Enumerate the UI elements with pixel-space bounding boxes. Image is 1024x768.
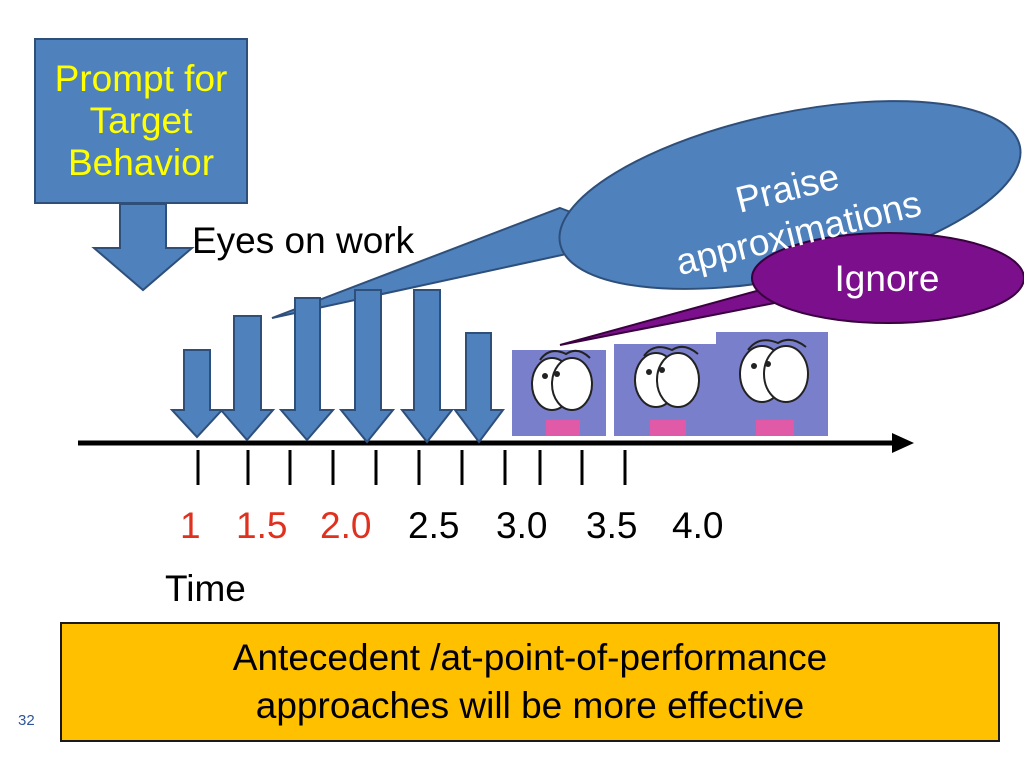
conclusion-box: Antecedent /at-point-of-performance appr… <box>60 622 1000 742</box>
eyes-arrow-1 <box>169 349 225 439</box>
tick-label-3-5: 3.5 <box>586 505 638 546</box>
tick-label-2-5: 2.5 <box>408 505 460 546</box>
tick-label-3-0: 3.0 <box>496 505 548 546</box>
distracted-child-image-3 <box>716 332 828 436</box>
eyes-on-work-label: Eyes on work <box>192 220 415 261</box>
eyes-arrow-6 <box>453 332 505 444</box>
conclusion-line-1: Antecedent /at-point-of-performance <box>232 637 828 678</box>
tick-label-1: 1 <box>180 505 201 546</box>
prompt-for-target-behavior-box: Prompt for Target Behavior <box>34 38 248 204</box>
ignore-bubble-label: Ignore <box>834 258 940 299</box>
distracted-child-image-2 <box>614 344 718 436</box>
timeline-arrowhead <box>892 433 914 453</box>
prompt-line-1: Prompt for <box>54 58 228 99</box>
slide-number: 32 <box>18 712 35 729</box>
tick-label-1-5: 1.5 <box>236 505 288 546</box>
prompt-line-2: Target <box>89 100 193 141</box>
eyes-arrow-2 <box>218 315 276 442</box>
prompt-line-3: Behavior <box>67 142 215 183</box>
conclusion-line-2: approaches will be more effective <box>255 685 805 726</box>
time-axis-label: Time <box>165 568 246 609</box>
distracted-child-image-1 <box>512 349 606 436</box>
prompt-down-arrow <box>91 203 195 292</box>
tick-label-2-0: 2.0 <box>320 505 372 546</box>
ignore-bubble <box>559 232 1024 346</box>
eyes-on-work-arrows <box>169 289 505 444</box>
eyes-arrow-4 <box>338 289 396 444</box>
eyes-arrow-5 <box>399 289 455 444</box>
eyes-arrow-3 <box>278 297 336 442</box>
tick-label-4-0: 4.0 <box>672 505 724 546</box>
tick-marks <box>196 450 627 485</box>
